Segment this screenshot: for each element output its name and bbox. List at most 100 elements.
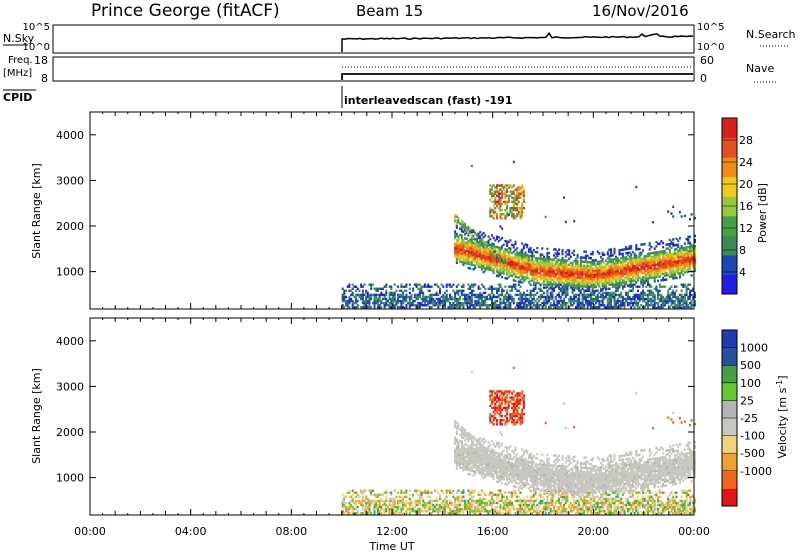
power-cell bbox=[630, 253, 633, 256]
power-cell bbox=[662, 306, 665, 309]
power-cell bbox=[494, 196, 497, 199]
power-cell bbox=[593, 275, 596, 279]
velocity-cell bbox=[440, 505, 443, 509]
velocity-cell bbox=[480, 446, 483, 449]
power-cell bbox=[501, 202, 504, 206]
velocity-cell bbox=[491, 464, 493, 468]
velocity-cell bbox=[380, 507, 383, 511]
power-cell bbox=[561, 252, 564, 256]
velocity-cell bbox=[496, 476, 498, 479]
velocity-cell bbox=[482, 468, 485, 472]
power-cell bbox=[423, 283, 426, 286]
power-cell bbox=[504, 285, 507, 288]
power-cell bbox=[506, 194, 509, 197]
power-cell bbox=[689, 283, 691, 286]
power-cell bbox=[365, 289, 368, 292]
velocity-cell bbox=[442, 507, 445, 511]
power-cell bbox=[469, 252, 472, 256]
velocity-cell bbox=[469, 510, 472, 513]
power-cell bbox=[625, 270, 628, 273]
power-cell bbox=[637, 266, 639, 269]
power-cell bbox=[615, 266, 618, 269]
power-cell bbox=[600, 272, 602, 275]
velocity-cell bbox=[373, 505, 376, 509]
power-cell bbox=[685, 287, 688, 290]
power-cell bbox=[549, 274, 552, 277]
power-cell bbox=[345, 301, 347, 305]
power-cell bbox=[640, 266, 643, 269]
power-cell bbox=[561, 267, 564, 270]
power-cell bbox=[685, 291, 688, 295]
velocity-cell bbox=[457, 453, 460, 457]
power-cell bbox=[472, 236, 475, 240]
power-cell bbox=[621, 258, 624, 262]
power-cell bbox=[657, 250, 660, 254]
power-cell bbox=[341, 299, 344, 303]
power-cell bbox=[517, 260, 520, 263]
power-cell bbox=[685, 301, 688, 305]
power-cell bbox=[692, 255, 695, 258]
velocity-cell bbox=[348, 505, 351, 509]
power-cell bbox=[680, 245, 683, 248]
power-cell bbox=[598, 301, 601, 305]
power-cell bbox=[509, 190, 512, 193]
velocity-cell bbox=[454, 452, 457, 456]
power-cell bbox=[663, 264, 666, 267]
power-cell bbox=[459, 233, 462, 237]
power-cell bbox=[517, 211, 520, 214]
velocity-cell bbox=[501, 453, 504, 456]
power-cell bbox=[596, 295, 599, 299]
power-cell bbox=[683, 214, 686, 217]
power-cell bbox=[534, 259, 537, 262]
velocity-cell bbox=[469, 463, 472, 466]
velocity-cell bbox=[469, 507, 472, 511]
power-cell bbox=[640, 261, 643, 265]
power-cell bbox=[608, 265, 611, 268]
power-cell bbox=[658, 267, 661, 270]
power-cell bbox=[546, 280, 549, 283]
power-cell bbox=[631, 289, 634, 292]
power-cell bbox=[608, 260, 611, 264]
velocity-cell bbox=[376, 495, 379, 498]
power-cell bbox=[573, 295, 576, 299]
power-cell bbox=[590, 293, 592, 297]
power-cell bbox=[551, 285, 554, 288]
power-cell bbox=[418, 293, 421, 297]
power-cell bbox=[588, 256, 591, 260]
velocity-cell bbox=[477, 442, 480, 446]
power-cell bbox=[573, 274, 576, 277]
power-cell bbox=[373, 304, 376, 307]
power-cell bbox=[502, 270, 505, 273]
velocity-cell bbox=[439, 493, 441, 496]
velocity-cell bbox=[465, 468, 468, 471]
velocity-cell bbox=[489, 474, 492, 477]
power-cell bbox=[497, 275, 500, 278]
power-cell bbox=[512, 273, 515, 276]
power-cell bbox=[588, 299, 591, 303]
power-cell bbox=[507, 299, 510, 303]
velocity-cell bbox=[392, 510, 394, 513]
power-cell bbox=[640, 253, 643, 257]
velocity-cell bbox=[350, 503, 353, 507]
velocity-cell bbox=[472, 470, 475, 473]
power-cell bbox=[539, 265, 542, 269]
velocity-cell bbox=[472, 466, 475, 469]
velocity-cell bbox=[417, 499, 420, 503]
power-cell bbox=[668, 253, 671, 256]
power-cell bbox=[680, 253, 683, 256]
velocity-cell bbox=[405, 489, 408, 492]
power-cell bbox=[444, 299, 446, 303]
power-cell bbox=[522, 265, 525, 268]
power-cell bbox=[626, 304, 629, 307]
power-cell bbox=[529, 301, 532, 305]
power-cell bbox=[559, 275, 562, 278]
nsky-strip: N.Sky 10^5 10^0 10^5 10^0 N.Search bbox=[3, 22, 796, 54]
velocity-cell bbox=[465, 443, 468, 446]
power-cell bbox=[502, 260, 505, 263]
velocity-cell bbox=[480, 499, 483, 503]
power-cell bbox=[626, 274, 629, 277]
power-cell bbox=[494, 295, 497, 299]
velocity-cell bbox=[477, 503, 480, 507]
power-cell bbox=[497, 260, 500, 264]
velocity-cell bbox=[343, 512, 346, 515]
